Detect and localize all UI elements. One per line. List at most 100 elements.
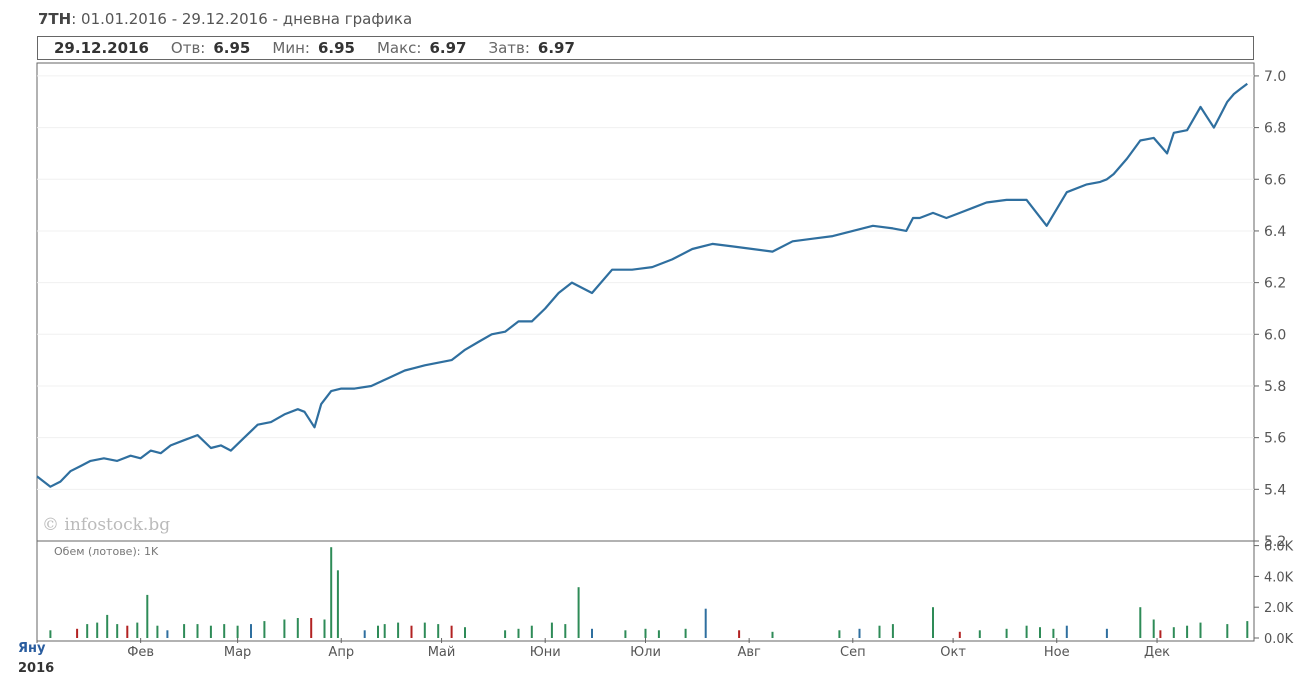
x-start-month: Яну — [18, 641, 46, 656]
volume-bar — [49, 630, 52, 638]
open-value: 6.95 — [213, 39, 251, 57]
time-tick-label: Апр — [328, 645, 354, 660]
chart-title: 7TH: 01.01.2016 - 29.12.2016 - дневна гр… — [38, 10, 412, 28]
price-tick-label: 6.4 — [1264, 224, 1286, 240]
open-label: Отв: — [170, 39, 206, 57]
close-label: Затв: — [488, 39, 530, 57]
volume-bar — [363, 630, 366, 638]
volume-tick-label: 4.0K — [1264, 570, 1294, 585]
volume-bar — [1159, 630, 1162, 638]
volume-bar — [624, 630, 627, 638]
volume-bar — [126, 625, 129, 638]
high-value: 6.97 — [429, 39, 467, 57]
volume-bar — [1186, 625, 1189, 638]
time-tick-label: Окт — [940, 645, 966, 660]
volume-bar — [644, 628, 647, 638]
volume-bar — [1052, 628, 1055, 638]
volume-bar — [236, 625, 239, 638]
volume-bar — [323, 619, 326, 638]
volume-bar — [932, 607, 934, 638]
volume-bar — [96, 622, 99, 638]
volume-bar — [1105, 628, 1108, 638]
volume-bar — [958, 631, 961, 638]
volume-bar — [76, 628, 79, 638]
volume-bar — [146, 594, 149, 638]
volume-bar — [336, 570, 339, 638]
time-tick-label: Сеп — [840, 645, 866, 660]
volume-bar — [310, 618, 313, 638]
volume-bar — [183, 624, 186, 638]
price-axis: 5.2 5.4 5.6 5.8 6.0 6.2 6.4 6.6 6.8 7.0 — [1254, 69, 1286, 550]
time-tick-label: Май — [428, 645, 456, 660]
ohlc-info-bar: 29.12.2016 Отв: 6.95 Мин: 6.95 Макс: 6.9… — [37, 36, 1254, 60]
close-value: 6.97 — [537, 39, 575, 57]
volume-bar — [410, 625, 413, 638]
price-tick-label: 6.0 — [1264, 327, 1286, 343]
time-tick-label: Фев — [127, 645, 154, 660]
price-tick-label: 5.8 — [1264, 379, 1286, 395]
volume-bar — [530, 625, 533, 638]
price-tick-label: 5.6 — [1264, 431, 1286, 447]
volume-bar — [1152, 619, 1155, 638]
price-tick-label: 6.8 — [1264, 121, 1286, 137]
volume-tick-label: 0.0K — [1264, 632, 1294, 647]
volume-bar — [1246, 621, 1249, 638]
high-label: Макс: — [376, 39, 422, 57]
watermark: © infostock.bg — [42, 515, 170, 535]
volume-bar — [423, 622, 426, 638]
time-tick-label: Ное — [1044, 645, 1070, 660]
volume-tick-label: 2.0K — [1264, 601, 1294, 616]
volume-bar — [1199, 622, 1202, 638]
volume-bar — [1025, 625, 1028, 638]
volume-bar — [591, 628, 593, 638]
x-start-year: 2016 — [18, 661, 54, 676]
volume-bar — [196, 624, 199, 638]
price-tick-label: 5.2 — [1264, 534, 1286, 550]
volume-axis: 0.0K 2.0K 4.0K 6.0K — [1254, 540, 1294, 647]
volume-bar — [156, 625, 159, 638]
time-tick-label: Авг — [737, 645, 761, 660]
time-axis: Фев Мар Апр Май Юни Юли Авг Сеп Окт Ное Дек — [36, 638, 1170, 660]
volume-bar — [504, 630, 507, 638]
volume-bar — [684, 628, 687, 638]
volume-bar — [383, 624, 386, 638]
volume-bar — [704, 608, 707, 638]
grid — [37, 75, 1254, 490]
price-series-line — [36, 82, 1248, 488]
volume-bar — [330, 547, 333, 638]
volume-bar — [296, 618, 299, 638]
volume-bar — [450, 625, 453, 638]
volume-bar — [437, 624, 440, 638]
volume-bar — [550, 622, 553, 638]
volume-label: Обем (лотове): 1K — [54, 545, 159, 558]
price-tick-label: 6.6 — [1264, 172, 1286, 188]
volume-bar — [106, 614, 109, 638]
volume-bar — [263, 621, 266, 638]
volume-bar — [166, 630, 169, 638]
volume-bar — [564, 624, 567, 638]
volume-bars — [49, 547, 1249, 638]
volume-bar — [136, 622, 139, 638]
volume-bar — [771, 631, 774, 638]
price-tick-label: 6.2 — [1264, 276, 1286, 292]
volume-bar — [1226, 624, 1229, 638]
volume-bar — [223, 624, 226, 638]
volume-bar — [517, 628, 520, 638]
volume-bar — [1172, 627, 1175, 638]
volume-bar — [283, 619, 286, 638]
volume-bar — [1039, 627, 1041, 638]
volume-bar — [657, 630, 660, 638]
volume-bar — [891, 624, 894, 638]
ticker-symbol: 7TH — [38, 10, 72, 28]
price-tick-label: 5.4 — [1264, 482, 1286, 498]
time-tick-label: Мар — [224, 645, 251, 660]
low-value: 6.95 — [317, 39, 355, 57]
volume-bar — [577, 587, 580, 638]
info-date: 29.12.2016 — [54, 39, 149, 57]
volume-bar — [838, 630, 841, 638]
date-range-text: : 01.01.2016 - 29.12.2016 - дневна графи… — [71, 10, 413, 28]
volume-bar — [116, 624, 119, 638]
volume-bar — [377, 625, 379, 638]
volume-bar — [858, 628, 861, 638]
